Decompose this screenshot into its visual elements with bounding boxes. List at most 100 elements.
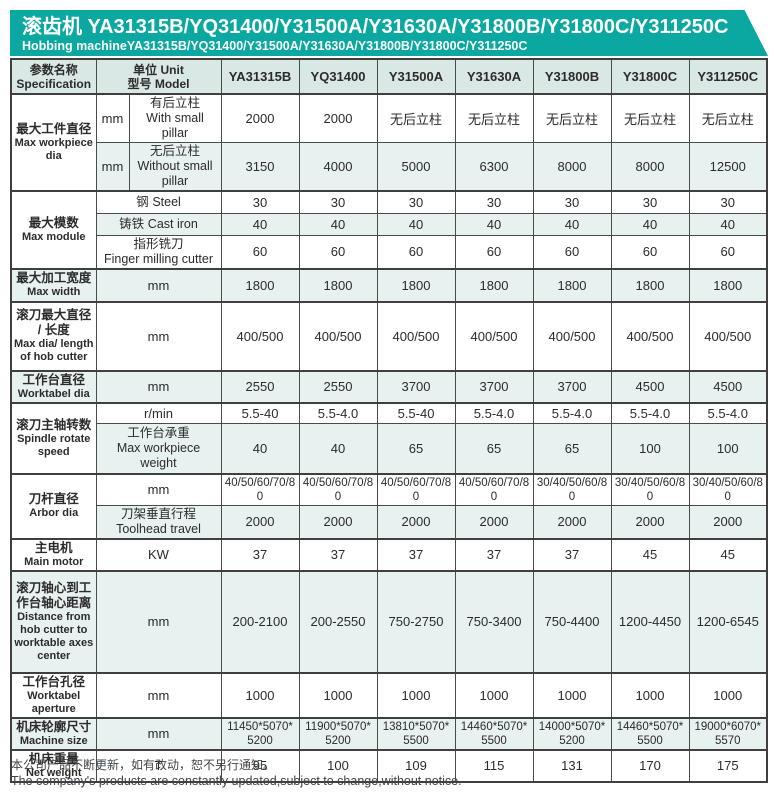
header-unit-model: 单位 Unit 型号 Model [95,58,222,95]
value-cell: 5.5-4.0 [532,401,612,424]
spec-table: 参数名称 Specification 单位 Unit 型号 Model YA31… [10,58,768,783]
value-cell: 2000 [376,504,456,539]
value-cell: 14460*5070*5500 [610,716,690,750]
spec-name-zh: 滚刀最大直径 / 长度 [16,308,92,337]
value-cell: 60 [298,234,378,269]
value-cell: 1800 [532,267,612,302]
value-cell: 1800 [376,267,456,302]
value-cell: 1800 [688,267,768,302]
spec-name-zh: 滚刀主轴转数 [16,417,92,432]
value-cell: 40 [376,212,456,236]
value-cell: 1800 [298,267,378,302]
value-cell: 170 [610,748,690,782]
sub-spec-en: Without small pillar [137,159,213,188]
unit-cell: mm [95,472,222,506]
spec-name-cell: 滚刀主轴转数 Spindle rotate speed [10,401,97,474]
value-cell: 40 [532,212,612,236]
value-cell: 13810*5070*5500 [376,716,456,750]
table-row: 刀杆直径 Arbor dia mm 40/50/60/70/80 40/50/60/70… [10,472,768,539]
value-cell: 400/500 [220,300,300,371]
value-cell: 115 [454,748,534,782]
sub-spec-cell: 指形铣刀 Finger milling cutter [95,234,222,269]
value-cell: 40 [220,423,300,474]
value-cell: 37 [376,537,456,571]
value-cell: 40/50/60/70/80 [454,472,534,506]
header-model-YQ31400: YQ31400 [298,58,378,95]
value-cell: 3700 [376,369,456,403]
value-cell: 30/40/50/60/80 [688,472,768,506]
value-cell: 19000*6070*5570 [688,716,768,750]
sub-spec-zh: 铸铁 [119,217,145,231]
sub-spec-cell: 无后立柱 Without small pillar [128,142,222,192]
value-cell: 1000 [220,671,300,718]
value-cell: 无后立柱 [454,93,534,143]
unit-cell: mm [95,716,222,750]
value-cell: 37 [298,537,378,571]
spec-name-zh: 最大模数 [28,215,79,230]
value-cell: 40 [220,212,300,236]
value-cell: 40 [610,212,690,236]
value-cell: 200-2100 [220,569,300,673]
spec-name-en: Max workpiece dia [14,137,93,162]
value-cell: 2000 [298,504,378,539]
value-cell: 4500 [610,369,690,403]
value-cell: 2000 [220,504,300,539]
value-cell: 400/500 [376,300,456,371]
footer-note: 本公司产品不断更新，如有改动，恕不另行通知。 The company's pro… [11,757,462,790]
value-cell: 30 [454,190,534,214]
value-cell: 400/500 [454,300,534,371]
header-model: 型号 Model [127,76,190,91]
footer-note-en: The company's products are constantly up… [11,774,462,788]
sub-spec-en: With small pillar [146,111,204,140]
spec-name-zh: 最大工件直径 [16,122,92,136]
sub-spec-zh: 工作台承重 [127,425,190,440]
value-cell: 5000 [376,142,456,192]
table-row: 主电机 Main motor KW 37 37 37 37 37 45 45 [10,537,768,571]
sub-spec-en: Cast iron [147,217,198,231]
value-cell: 1000 [688,671,768,718]
header-specification: 参数名称 Specification [10,58,97,95]
value-cell: 1000 [454,671,534,718]
value-cell: 4000 [298,142,378,192]
spec-name-en: Arbor dia [29,507,79,519]
spec-name-cell: 滚刀最大直径 / 长度 Max dia/ length of hob cutter [10,300,97,371]
sub-spec-cell: 工作台承重 Max workpiece weight [95,423,222,474]
table-row: 滚刀轴心到工作台轴心距离 Distance from hob cutter to … [10,569,768,673]
value-cell: 6300 [454,142,534,192]
table-row: 机床轮廓尺寸 Machine size mm 11450*5070*5200 11900… [10,716,768,750]
table-row: 滚刀最大直径 / 长度 Max dia/ length of hob cutter… [10,300,768,371]
unit-cell: r/min [95,401,222,424]
value-cell: 2000 [610,504,690,539]
spec-name-zh: 主电机 [34,540,73,555]
sub-spec-en: Finger milling cutter [103,251,214,266]
table-row: 最大工件直径 Max workpiece dia mm 有后立柱 With small … [10,93,768,192]
value-cell: 8000 [532,142,612,192]
value-cell: 400/500 [610,300,690,371]
unit-cell: KW [95,537,222,571]
table-row: 机床重量 Net weight T 95 100 109 115 131 170 175 [10,748,768,782]
spec-name-en: Main motor [24,555,84,568]
value-cell: 45 [610,537,690,571]
unit-cell: mm [95,369,222,403]
sub-spec-zh: 指形铣刀 [133,236,184,251]
value-cell: 30 [298,190,378,214]
value-cell: 14460*5070*5500 [454,716,534,750]
value-cell: 30 [532,190,612,214]
spec-name-cell: 滚刀轴心到工作台轴心距离 Distance from hob cutter to … [10,569,97,673]
unit-cell: mm [95,300,222,371]
footer-note-zh: 本公司产品不断更新，如有改动，恕不另行通知。 [11,758,276,772]
header-spec-zh: 参数名称 [29,62,78,77]
spec-name-en: Machine size [19,734,88,747]
value-cell: 60 [688,234,768,269]
unit-cell: mm [95,93,130,143]
value-cell: 65 [532,423,612,474]
value-cell: 100 [298,748,378,782]
value-cell: 109 [376,748,456,782]
value-cell: 1800 [610,267,690,302]
value-cell: 30 [220,190,300,214]
page-title-zh: 滚齿机 YA31315B/YQ31400/Y31500A/Y31630A/Y31… [22,16,729,38]
value-cell: 1200-4450 [610,569,690,673]
value-cell: 40 [688,212,768,236]
spec-name-zh: 机床重量 [28,751,79,766]
